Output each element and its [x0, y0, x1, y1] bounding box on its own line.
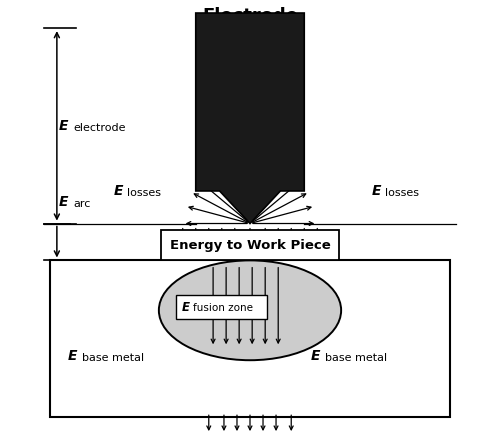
- Text: electrode: electrode: [73, 122, 126, 133]
- Text: base metal: base metal: [82, 352, 144, 363]
- Text: losses: losses: [386, 187, 420, 198]
- Text: Energy to Work Piece: Energy to Work Piece: [170, 239, 330, 252]
- Text: E: E: [182, 301, 190, 313]
- Text: E: E: [372, 184, 381, 198]
- Text: fusion zone: fusion zone: [192, 303, 252, 313]
- Text: base metal: base metal: [324, 352, 387, 363]
- Text: E: E: [59, 119, 69, 133]
- Bar: [161, 230, 339, 260]
- Text: losses: losses: [127, 187, 161, 198]
- Text: Electrode: Electrode: [202, 7, 298, 24]
- Text: E: E: [311, 349, 320, 363]
- Polygon shape: [196, 13, 304, 224]
- Ellipse shape: [159, 260, 341, 360]
- Text: E: E: [114, 184, 123, 198]
- Text: arc: arc: [73, 198, 90, 209]
- Bar: [50, 260, 450, 417]
- Bar: [176, 295, 268, 319]
- Text: E: E: [59, 195, 69, 209]
- Text: E: E: [68, 349, 77, 363]
